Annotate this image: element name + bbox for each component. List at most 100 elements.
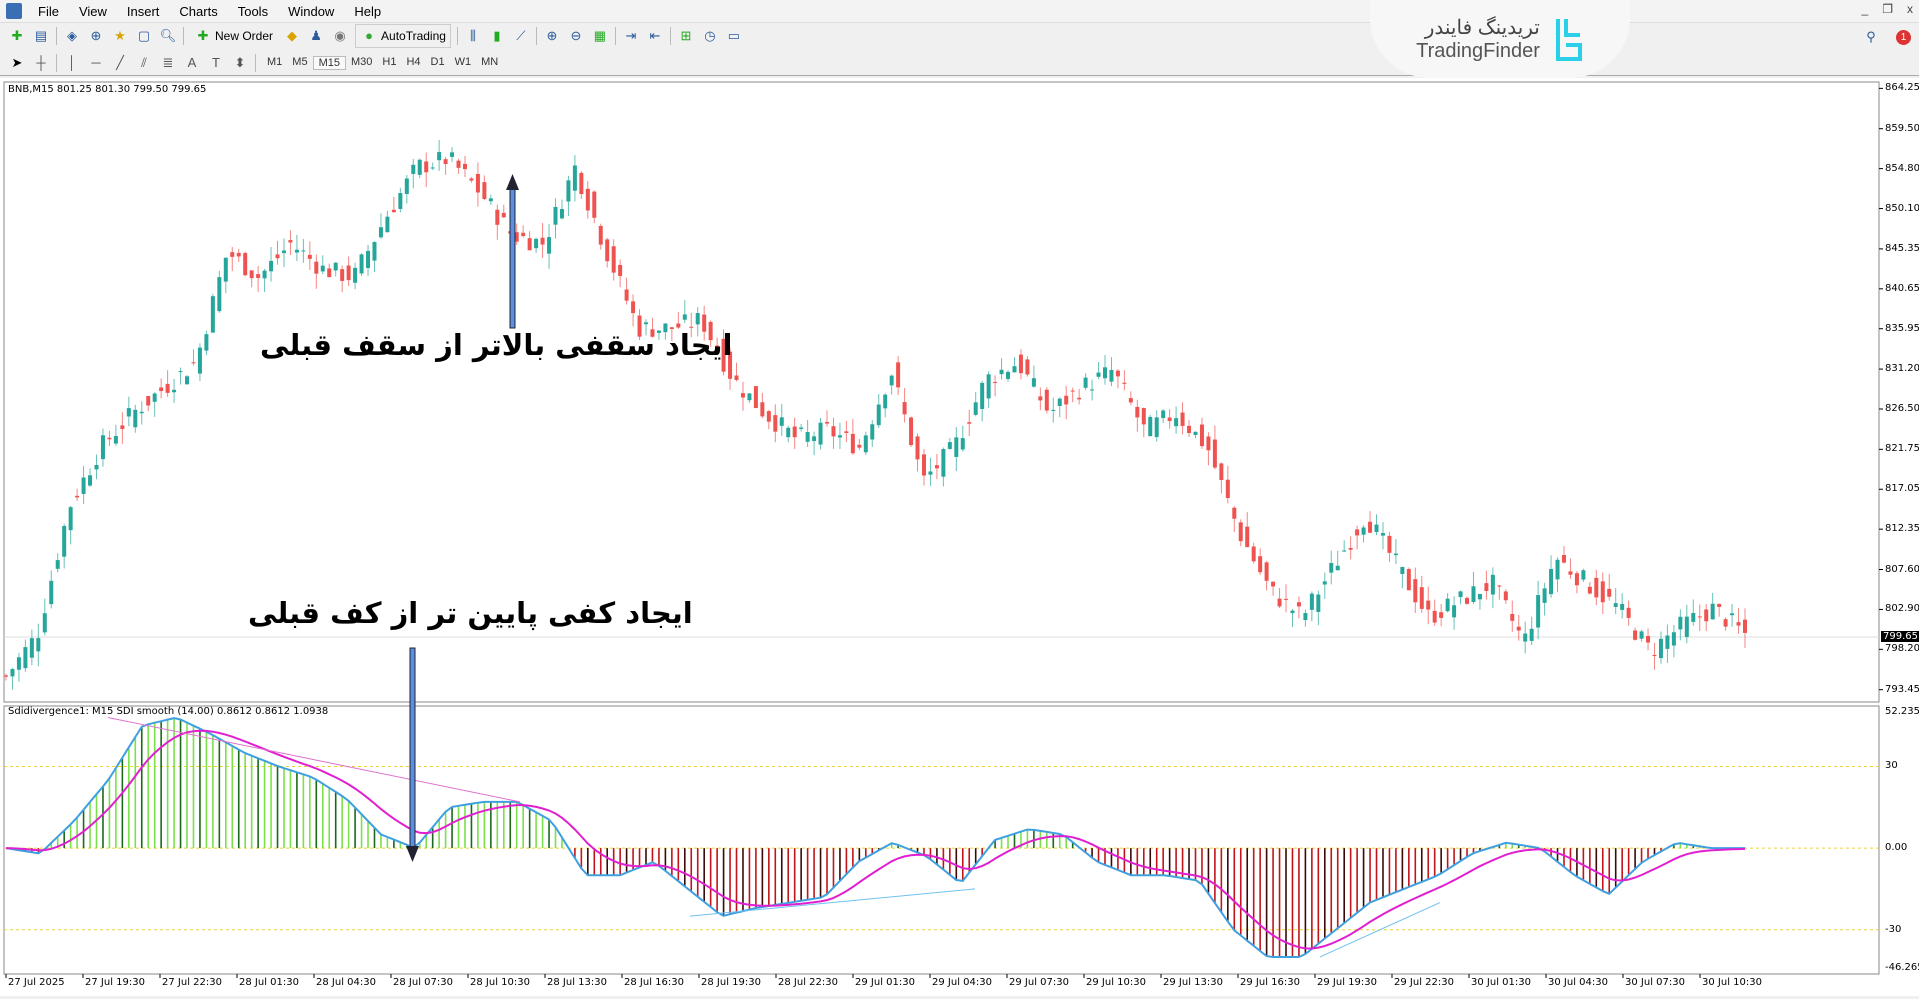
- candle: [1018, 354, 1023, 374]
- price-label: 802.90: [1885, 603, 1919, 615]
- timeframe-m5[interactable]: M5: [292, 55, 308, 68]
- candle: [1284, 598, 1289, 600]
- menu-window[interactable]: Window: [288, 3, 335, 19]
- candle: [133, 409, 138, 428]
- candle: [534, 238, 539, 249]
- menu-charts[interactable]: Charts: [179, 3, 218, 19]
- menu-file[interactable]: File: [38, 3, 59, 19]
- tester-icon[interactable]: 🔍︎: [159, 27, 177, 43]
- candlestick-icon[interactable]: ▮: [493, 27, 501, 43]
- candle: [1471, 586, 1476, 602]
- profiles-icon[interactable]: ▤: [34, 27, 48, 43]
- menu-help[interactable]: Help: [354, 3, 382, 19]
- candle: [986, 374, 991, 399]
- candle: [715, 345, 720, 352]
- indicator-label: -30: [1885, 923, 1902, 935]
- candle: [159, 387, 164, 392]
- new-order-button[interactable]: ✚ New Order: [190, 25, 277, 47]
- menu-tools[interactable]: Tools: [237, 3, 269, 19]
- candle: [75, 495, 80, 498]
- time-label: 28 Jul 07:30: [393, 977, 453, 988]
- zoom-out-icon[interactable]: ⊖: [570, 27, 582, 43]
- autotrading-button[interactable]: ● AutoTrading: [355, 23, 451, 48]
- candle: [572, 165, 577, 191]
- timeframe-d1[interactable]: D1: [430, 55, 445, 68]
- vertical-line-icon[interactable]: │: [67, 55, 77, 70]
- candle: [1064, 395, 1069, 405]
- candle: [1587, 586, 1592, 594]
- indicators-icon[interactable]: ⊞: [680, 27, 692, 43]
- cursor-icon[interactable]: ➤: [11, 54, 23, 70]
- restore-button[interactable]: ❐: [1882, 2, 1893, 16]
- logo-icon: [1555, 19, 1582, 61]
- notifications-button[interactable]: 1: [1896, 29, 1911, 45]
- favorites-icon[interactable]: ★: [114, 27, 126, 43]
- text-icon[interactable]: A: [187, 55, 197, 70]
- minimize-button[interactable]: _: [1861, 2, 1869, 16]
- tile-windows-icon[interactable]: ▦: [593, 27, 607, 43]
- arrows-icon[interactable]: ⬍: [234, 54, 246, 70]
- candle: [721, 338, 726, 372]
- line-chart-icon[interactable]: ⟋: [516, 27, 526, 43]
- candle: [702, 314, 707, 332]
- candle: [398, 193, 403, 209]
- fibonacci-icon[interactable]: ≣: [162, 54, 174, 70]
- candle: [1626, 607, 1631, 618]
- search-icon[interactable]: ⚲: [1866, 29, 1876, 44]
- candle: [540, 237, 545, 245]
- candle: [786, 427, 791, 438]
- time-label: 28 Jul 22:30: [778, 977, 838, 988]
- metaeditor-icon[interactable]: ◆: [287, 27, 298, 43]
- zoom-in-icon[interactable]: ⊕: [546, 27, 558, 43]
- divergence-line: [689, 888, 976, 917]
- candle: [521, 232, 526, 237]
- bar-chart-icon[interactable]: ⫼: [469, 27, 476, 43]
- chart-window[interactable]: BNB,M15 801.25 801.30 799.50 799.65 Sdid…: [0, 78, 1919, 996]
- timeframe-m30[interactable]: M30: [350, 55, 373, 68]
- chart-shift-icon[interactable]: ⇤: [649, 27, 661, 43]
- community-icon[interactable]: ♟: [310, 27, 322, 43]
- time-label: 27 Jul 19:30: [85, 977, 145, 988]
- crosshair-icon[interactable]: ┼: [36, 55, 46, 70]
- signals-icon[interactable]: ◉: [334, 27, 346, 43]
- candle: [1678, 616, 1683, 630]
- candle: [1439, 612, 1444, 618]
- candle: [1135, 406, 1140, 418]
- candle: [443, 159, 448, 165]
- candle: [1484, 583, 1489, 591]
- trendline-icon[interactable]: ╱: [116, 54, 124, 70]
- channel-icon[interactable]: ⫽: [141, 54, 147, 70]
- templates-icon[interactable]: ▭: [727, 27, 741, 43]
- candle: [883, 394, 888, 409]
- candle: [1148, 416, 1153, 437]
- text-label-icon[interactable]: T: [212, 55, 220, 70]
- timeframe-h4[interactable]: H4: [406, 55, 421, 68]
- market-watch-icon[interactable]: ◈: [67, 27, 77, 43]
- horizontal-line-icon[interactable]: ─: [91, 55, 101, 70]
- price-label: 850.10: [1885, 202, 1919, 214]
- candle: [10, 669, 15, 677]
- candle: [553, 206, 558, 225]
- timeframe-w1[interactable]: W1: [454, 55, 472, 68]
- candle: [1238, 522, 1243, 542]
- autoscroll-icon[interactable]: ⇥: [625, 27, 637, 43]
- candle: [1452, 605, 1457, 618]
- candle: [1083, 377, 1088, 388]
- candle: [863, 435, 868, 453]
- periods-icon[interactable]: ◷: [704, 27, 716, 43]
- price-label: 864.25: [1885, 82, 1919, 94]
- timeframe-mn[interactable]: MN: [481, 55, 499, 68]
- candle: [1561, 554, 1566, 563]
- chart-canvas[interactable]: [0, 78, 1919, 996]
- timeframe-h1[interactable]: H1: [382, 55, 397, 68]
- candle: [1245, 526, 1250, 548]
- timeframe-m1[interactable]: M1: [267, 55, 283, 68]
- candle: [1594, 577, 1599, 598]
- menu-view[interactable]: View: [78, 3, 107, 19]
- new-chart-icon[interactable]: ✚: [11, 27, 23, 43]
- terminal-icon[interactable]: ▢: [137, 27, 151, 43]
- crosshair-nav-icon[interactable]: ⊕: [90, 27, 102, 43]
- timeframe-m15[interactable]: M15: [312, 55, 346, 70]
- menu-insert[interactable]: Insert: [126, 3, 160, 19]
- close-button[interactable]: x: [1907, 2, 1913, 16]
